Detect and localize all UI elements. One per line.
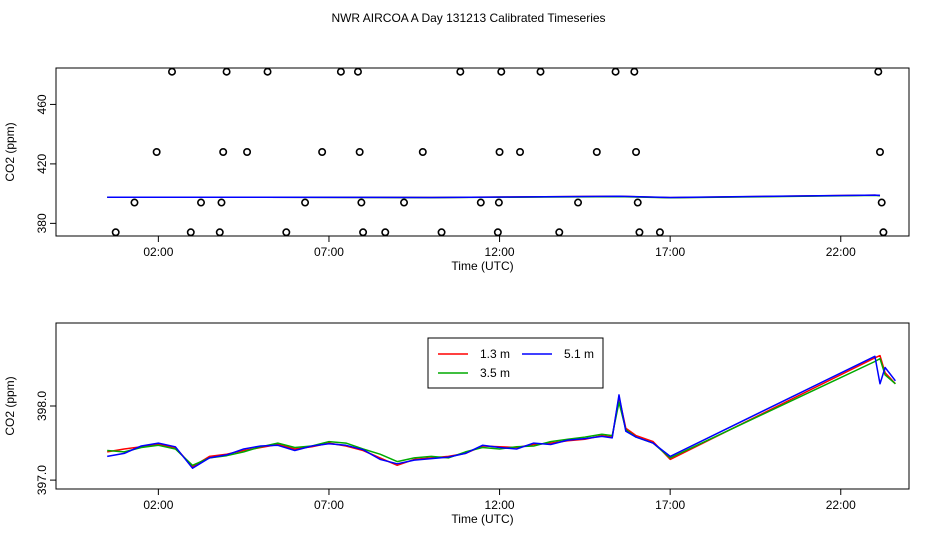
plot-area — [107, 194, 881, 199]
scatter-point — [152, 148, 161, 157]
y-axis-label: CO2 (ppm) — [3, 122, 17, 181]
scatter-point — [611, 67, 620, 76]
scatter-point — [400, 198, 409, 207]
scatter-point — [197, 198, 206, 207]
panel-bottom: 02:00 07:00 12:00 17:00 22:00 397.0 398.0 Time … — [3, 322, 910, 526]
x-tick-label: 22:00 — [826, 245, 856, 259]
plot-area — [107, 354, 896, 469]
scatter-point — [111, 228, 120, 237]
scatter-point — [359, 228, 368, 237]
plot-frame — [55, 67, 910, 237]
scatter-point — [263, 67, 272, 76]
scatter-point — [630, 67, 639, 76]
scatter-point — [494, 198, 503, 207]
scatter-point — [217, 198, 226, 207]
scatter-point — [130, 198, 139, 207]
y-tick-label: 398.0 — [35, 391, 49, 421]
legend-label: 3.5 m — [480, 366, 510, 380]
x-tick-label: 17:00 — [655, 498, 685, 512]
scatter-point — [875, 148, 884, 157]
legend: 1.3 m 3.5 m 5.1 m — [427, 337, 604, 389]
scatter-point — [476, 198, 485, 207]
scatter-point — [874, 67, 883, 76]
scatter-point — [318, 148, 327, 157]
x-tick-label: 02:00 — [143, 245, 173, 259]
y-tick-label: 420 — [35, 154, 49, 174]
y-axis-label: CO2 (ppm) — [3, 376, 17, 435]
x-axis-label: Time (UTC) — [451, 512, 513, 526]
x-tick-label: 22:00 — [826, 498, 856, 512]
scatter-point — [336, 67, 345, 76]
x-tick-label: 12:00 — [485, 245, 515, 259]
scatter-point — [355, 148, 364, 157]
scatter-point — [493, 228, 502, 237]
scatter-point — [555, 228, 564, 237]
legend-label: 1.3 m — [480, 347, 510, 361]
scatter-point — [456, 67, 465, 76]
scatter-point — [516, 148, 525, 157]
scatter-point — [219, 148, 228, 157]
scatter-point — [877, 198, 886, 207]
chart-title: NWR AIRCOA A Day 131213 Calibrated Times… — [331, 11, 605, 25]
scatter-point — [353, 67, 362, 76]
scatter-point — [243, 148, 252, 157]
scatter-point — [381, 228, 390, 237]
scatter-point — [633, 198, 642, 207]
scatter-point — [632, 148, 641, 157]
scatter-point — [655, 228, 664, 237]
scatter-point — [418, 148, 427, 157]
y-tick-label: 397.0 — [35, 465, 49, 495]
scatter-point — [168, 67, 177, 76]
scatter-point — [301, 198, 310, 207]
x-tick-label: 12:00 — [485, 498, 515, 512]
y-tick-label: 460 — [35, 94, 49, 114]
x-tick-label: 02:00 — [143, 498, 173, 512]
scatter-point — [495, 148, 504, 157]
scatter-point — [879, 228, 888, 237]
series-line — [107, 355, 896, 469]
scatter-point — [186, 228, 195, 237]
scatter-point — [592, 148, 601, 157]
scatter-point — [222, 67, 231, 76]
x-tick-label: 07:00 — [314, 245, 344, 259]
x-tick-label: 17:00 — [655, 245, 685, 259]
legend-box — [427, 337, 604, 389]
x-axis-label: Time (UTC) — [451, 259, 513, 273]
scatter-point — [536, 67, 545, 76]
y-tick-label: 380 — [35, 213, 49, 233]
scatter-point — [282, 228, 291, 237]
scatter-point — [357, 198, 366, 207]
scatter-point — [635, 228, 644, 237]
x-tick-label: 07:00 — [314, 498, 344, 512]
series-line — [107, 194, 881, 199]
panel-top: 02:00 07:00 12:00 17:00 22:00 380 420 460 Time (… — [3, 67, 910, 273]
legend-label: 5.1 m — [564, 347, 594, 361]
scatter-point — [574, 198, 583, 207]
scatter-point — [215, 228, 224, 237]
scatter-point — [497, 67, 506, 76]
scatter-point — [437, 228, 446, 237]
